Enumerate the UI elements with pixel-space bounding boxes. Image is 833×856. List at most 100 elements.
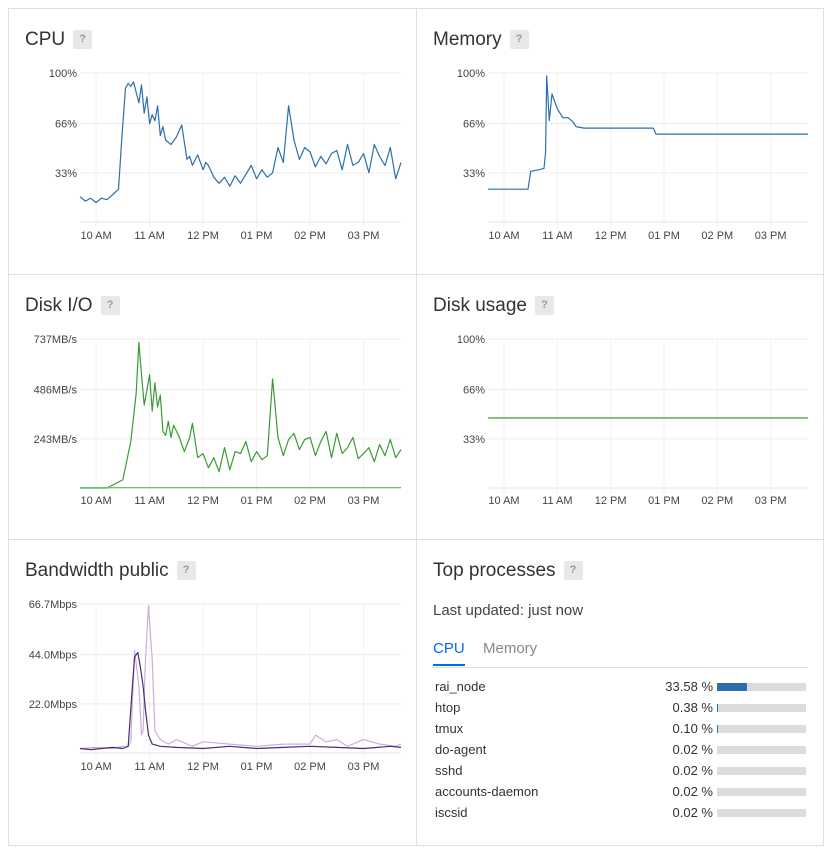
x-tick-label: 03 PM [755,495,787,507]
y-tick-label: 243MB/s [34,434,78,446]
x-tick-label: 11 AM [542,495,572,507]
process-row: sshd 0.02 % [435,763,807,784]
disk-io-panel-title: Disk I/O? [25,295,120,317]
divider-row-1 [8,274,824,275]
read-series-line [80,341,402,489]
x-tick-label: 10 AM [488,230,519,242]
outbound-series-line [79,604,402,750]
y-tick-label: 737MB/s [34,334,78,346]
y-tick-label: 33% [55,168,77,180]
process-value: 33.58 % [665,679,713,694]
tab-memory[interactable]: Memory [483,640,538,657]
y-tick-label: 66% [463,119,485,131]
bandwidth-panel-title: Bandwidth public? [25,560,196,582]
memory-chart[interactable]: 100% 66% 33% 10 AM 11 AM 12 PM 01 PM 02 PM 03 PM [416,0,833,274]
process-name: iscsid [435,805,468,820]
x-tick-label: 12 PM [187,495,219,507]
process-usage-bar [717,683,806,691]
y-tick-label: 100% [457,334,485,346]
process-usage-bar [717,704,806,712]
process-value: 0.38 % [672,700,713,715]
process-usage-fill [717,683,747,691]
x-tick-label: 03 PM [348,495,380,507]
divider-vertical [416,8,417,846]
top-processes-title: Top processes [433,560,556,581]
cpu-help-icon[interactable]: ? [73,30,93,49]
y-tick-label: 22.0Mbps [29,699,78,711]
x-tick-label: 11 AM [134,495,164,507]
last-updated-text: Last updated: just now [433,602,584,619]
y-tick-label: 66% [55,119,77,131]
process-name: rai_node [435,679,486,694]
x-tick-label: 12 PM [595,495,627,507]
top-processes-help-icon[interactable]: ? [563,561,583,580]
process-tabs: CPU Memory [433,638,808,668]
bandwidth-chart[interactable]: 66.7Mbps 44.0Mbps 22.0Mbps 10 AM 11 AM 12 PM 0… [0,539,416,779]
x-tick-label: 12 PM [595,230,627,242]
process-name: tmux [435,721,464,736]
cpu-series-line [79,81,402,204]
x-tick-label: 02 PM [701,230,733,242]
x-tick-label: 10 AM [80,230,111,242]
y-tick-label: 33% [463,168,485,180]
memory-panel-title: Memory? [433,29,529,51]
top-processes-panel-title: Top processes? [433,560,583,582]
process-row: tmux 0.10 % [435,721,807,742]
x-tick-label: 02 PM [294,495,326,507]
memory-series-line [488,75,808,190]
process-value: 0.02 % [672,784,713,799]
process-usage-bar [717,788,806,796]
disk-io-chart[interactable]: 737MB/s 486MB/s 243MB/s 10 AM 11 AM 12 PM 01 P… [0,274,416,539]
memory-help-icon[interactable]: ? [509,30,529,49]
x-tick-label: 10 AM [488,495,519,507]
y-tick-label: 100% [49,68,77,80]
disk-io-title: Disk I/O [25,295,93,316]
tab-cpu[interactable]: CPU [433,640,465,666]
disk-usage-help-icon[interactable]: ? [535,296,554,315]
x-tick-label: 01 PM [648,495,680,507]
process-name: htop [435,700,461,715]
process-usage-bar [717,809,806,817]
x-tick-label: 11 AM [134,761,164,773]
x-tick-label: 02 PM [294,761,326,773]
divider-row-2 [8,539,824,540]
y-tick-label: 44.0Mbps [29,650,78,662]
process-value: 0.02 % [672,763,713,778]
process-row: do-agent 0.02 % [435,742,807,763]
x-tick-label: 10 AM [80,761,111,773]
inbound-series-line [79,651,402,751]
disk-io-help-icon[interactable]: ? [100,296,120,315]
x-tick-label: 03 PM [755,230,787,242]
x-tick-label: 01 PM [241,230,273,242]
process-name: sshd [435,763,463,778]
process-name: accounts-daemon [435,784,539,799]
x-tick-label: 11 AM [134,230,164,242]
cpu-panel-title: CPU? [25,29,93,51]
disk-usage-panel-title: Disk usage? [433,295,554,317]
disk-usage-chart[interactable]: 100% 66% 33% 10 AM 11 AM 12 PM 01 PM 02 PM 03 PM [416,274,833,539]
y-tick-label: 100% [457,68,485,80]
cpu-title: CPU [25,29,66,50]
process-value: 0.02 % [672,742,713,757]
x-tick-label: 10 AM [80,495,111,507]
x-tick-label: 01 PM [241,761,273,773]
x-tick-label: 02 PM [701,495,733,507]
y-tick-label: 66% [463,385,485,397]
y-tick-label: 486MB/s [34,385,78,397]
disk-usage-title: Disk usage [433,295,527,316]
bandwidth-help-icon[interactable]: ? [176,561,196,580]
x-tick-label: 01 PM [241,495,273,507]
x-tick-label: 02 PM [294,230,326,242]
process-usage-bar [717,725,806,733]
x-tick-label: 11 AM [542,230,572,242]
process-row: iscsid 0.02 % [435,805,807,826]
x-tick-label: 12 PM [187,761,219,773]
cpu-chart[interactable]: 100% 66% 33% 10 AM 11 AM 12 PM 01 PM 02 PM 03 PM [0,0,416,274]
process-name: do-agent [435,742,487,757]
process-usage-bar [717,767,806,775]
y-tick-label: 33% [463,434,485,446]
memory-title: Memory [433,29,502,50]
process-value: 0.10 % [672,721,713,736]
x-tick-label: 03 PM [348,230,380,242]
y-tick-label: 66.7Mbps [29,599,78,611]
